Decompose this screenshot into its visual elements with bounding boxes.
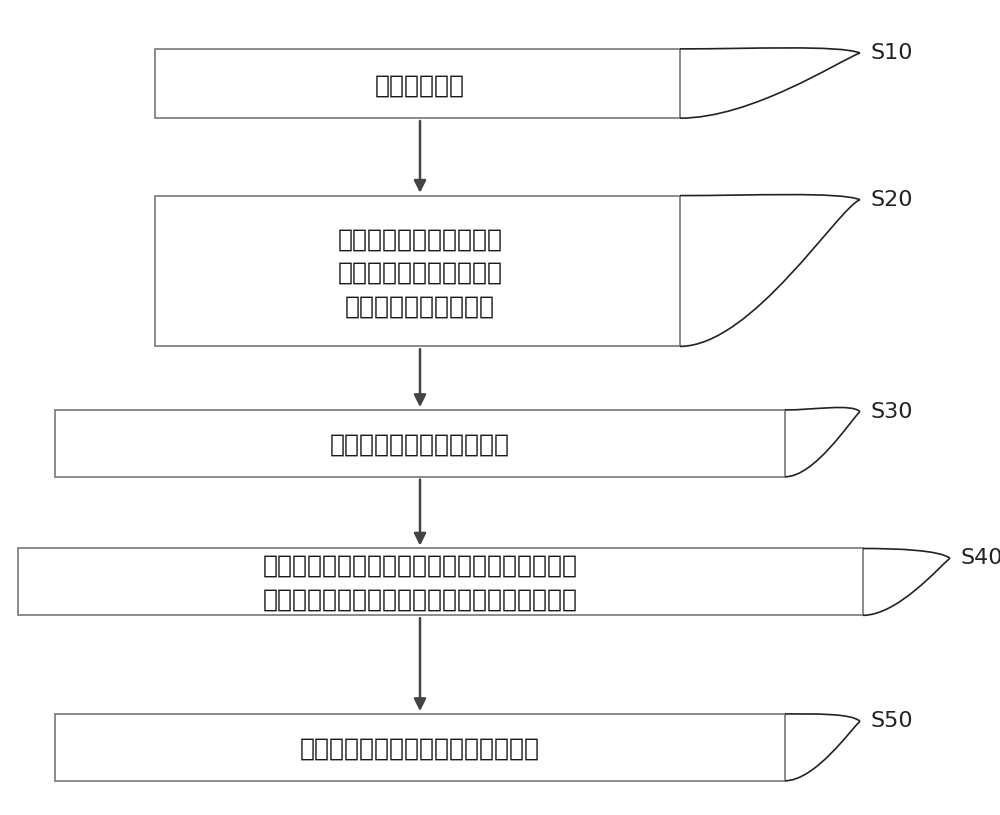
Text: S40: S40: [960, 548, 1000, 568]
Text: S50: S50: [870, 711, 913, 731]
Text: S10: S10: [870, 43, 912, 63]
Text: 过滤所述声音信号得到过
滤信号，并将所述过滤信
号分解成声音频域信号: 过滤所述声音信号得到过 滤信号，并将所述过滤信 号分解成声音频域信号: [338, 227, 503, 319]
Bar: [155, 49, 680, 118]
Text: 对所述用户所需要的声音频域信号作增强处理，
对其他频域信号作弱化处理，得到播放频域信号: 对所述用户所需要的声音频域信号作增强处理， 对其他频域信号作弱化处理，得到播放频…: [262, 554, 578, 611]
Text: 采集声音信号: 采集声音信号: [375, 73, 465, 98]
Bar: [18, 548, 863, 615]
Text: 获取用户所需要的声音频域: 获取用户所需要的声音频域: [330, 432, 510, 456]
Text: 还原所述播放频域信号，并播放声音: 还原所述播放频域信号，并播放声音: [300, 736, 540, 760]
Text: S20: S20: [870, 190, 912, 209]
Bar: [55, 410, 785, 477]
Bar: [55, 714, 785, 781]
Bar: [155, 196, 680, 346]
Text: S30: S30: [870, 402, 912, 421]
